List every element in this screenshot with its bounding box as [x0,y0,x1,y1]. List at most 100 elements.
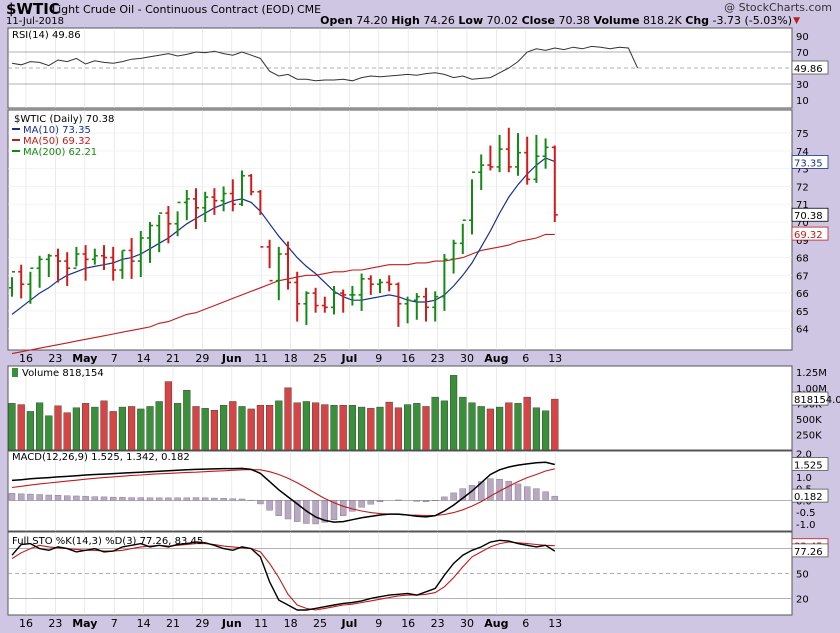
price-y-tick: 66 [796,289,809,300]
volume-bar [173,403,182,451]
macd-histogram-bar [229,498,237,501]
price-x-tick: 6 [522,352,529,365]
macd-histogram-bar [27,493,34,501]
last-price-label: 70.38 [794,211,823,222]
volume-bar [8,403,16,451]
low-label: Low [458,14,484,27]
price-x-tick: 11 [254,352,268,365]
price-y-tick: 68 [796,254,809,265]
macd-histogram-bar [478,481,485,501]
price-x-tick: 29 [195,352,209,365]
rsi-last-value: 49.86 [794,64,823,75]
macd-histogram-bar [450,492,457,501]
price-x-tick: 25 [313,352,327,365]
price-y-tick: 65 [796,307,809,318]
down-arrow-icon: ▼ [793,16,800,26]
stochastic-x-tick: 6 [522,617,529,630]
macd-histogram-bar [183,497,191,501]
watermark: @ StockCharts.com [724,1,832,14]
last-price-label-box [791,207,829,222]
volume-bar [183,390,191,451]
stochastic-x-tick: Aug [484,617,508,630]
volume-legend-swatch [12,368,18,377]
volume-bar [367,408,375,451]
price-x-tick: Aug [484,352,508,365]
volume-bar [486,408,495,451]
volume-bar [81,403,90,451]
volume-last-value: 818154.0 [794,395,840,406]
volume-bar [146,406,154,451]
macd-histogram-bar [551,495,558,501]
macd-y-tick: 2.0 [796,449,812,460]
volume-bar [229,401,237,451]
volume-bar [404,404,412,451]
price-y-tick: 64 [796,325,809,336]
volume-legend: Volume 818,154 [22,368,104,379]
price-y-tick: 69 [796,236,809,247]
volume-bar [91,406,99,451]
macd-histogram-bar [82,495,89,501]
volume-bar [302,401,311,451]
volume-bar [505,402,513,451]
price-x-tick: Jul [341,352,358,365]
macd-histogram-bar [201,497,209,501]
price-x-tick: 18 [284,352,298,365]
symbol-title: $WTIC [6,0,60,18]
macd-y-tick: 1.0 [796,473,812,484]
volume-bar [100,400,108,451]
macd-histogram-bar [441,496,448,501]
volume-bar [339,405,347,451]
price-x-tick: 9 [375,352,382,365]
volume-bar [532,407,541,451]
volume-value: 818.2K [643,14,682,27]
macd-histogram-bar [349,500,356,512]
stochastic-x-tick: Jun [221,617,242,630]
volume-bar [394,407,403,451]
close-value: 70.38 [558,14,591,27]
volume-y-tick: 250K [796,430,822,441]
macd-histogram-bar [174,497,181,501]
stochastic-x-tick: 18 [284,617,298,630]
price-y-tick: 74 [796,147,809,158]
volume-bar [45,415,53,451]
chg-label: Chg [685,14,710,27]
chg-value: -3.73 (-5.03%) [712,14,792,27]
rsi-line [11,45,639,82]
macd-histogram-bar [533,488,540,501]
rsi-y-tick: 90 [796,32,809,43]
volume-bar [137,408,145,451]
volume-bar [422,406,430,451]
price-legend-item: MA(50) 69.32 [23,136,91,147]
volume-bar [17,404,25,451]
price-y-tick: 70 [796,218,809,229]
macd-histogram-bar [128,497,135,501]
volume-y-tick: 500K [796,415,822,426]
macd-legend: MACD(12,26,9) 1.525, 1.342, 0.182 [12,452,190,463]
volume-bar [440,400,449,451]
macd-histogram-bar [165,497,172,501]
chart-date: 11-Jul-2018 [6,16,65,27]
macd-histogram-bar [413,500,420,502]
exchange-label: CME [297,3,322,16]
macd-y-tick: -0.5 [796,508,816,519]
volume-bar [201,408,209,451]
macd-histogram-bar [45,494,52,501]
macd-hist-value-label-box [791,488,829,503]
macd-histogram-bar [109,496,117,501]
macd-histogram-bar [119,497,126,501]
volume-bar [256,405,265,451]
macd-histogram-bar [284,500,292,520]
macd-histogram-bar [294,500,301,522]
volume-bar [293,402,301,451]
macd-histogram-bar [330,500,338,520]
price-x-tick: 30 [460,352,474,365]
volume-bar [413,403,421,451]
macd-histogram-bar [54,495,62,501]
macd-value-label-box [791,457,829,471]
macd-histogram-bar [303,500,310,524]
stochastic-y-tick: 50 [796,570,809,581]
macd-histogram-bar [73,495,80,501]
macd-histogram-bar [211,497,218,501]
volume-last-value-box [791,391,829,406]
stochastic-x-tick: 11 [254,617,268,630]
